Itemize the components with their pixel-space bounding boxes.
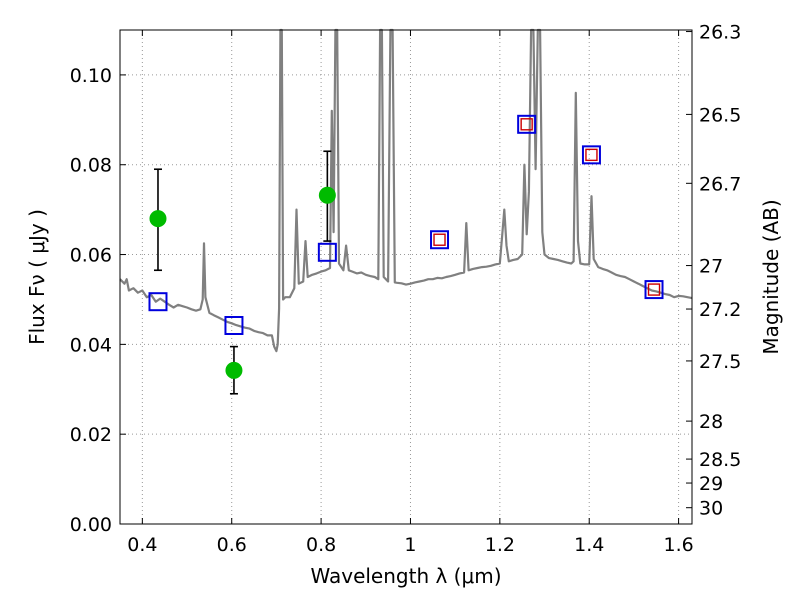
y-tick-label: 0.08 (70, 155, 112, 177)
tick-labels: 0.4 0.6 0.8 1 1.2 1.4 1.6 0.00 0.02 0.04 0.06 0.08 0… (70, 22, 742, 556)
x-axis-title: Wavelength λ (μm) (310, 564, 501, 588)
mag-tick-label: 28 (699, 411, 723, 433)
model-box-inner (647, 283, 661, 296)
data-markers (148, 114, 664, 379)
y-axis-title: Flux Fν ( μJy ) (25, 209, 49, 345)
x-tick-label: 0.8 (306, 534, 336, 556)
mag-tick-label: 26.5 (699, 104, 741, 126)
mag-tick-label: 29 (699, 473, 723, 495)
plot-frame (119, 29, 693, 525)
mag-tick-label: 26.7 (699, 173, 741, 195)
x-tick-label: 0.6 (217, 534, 247, 556)
mag-tick-label: 27.2 (699, 299, 741, 321)
model-box (317, 242, 337, 262)
mag-tick-label: 27 (699, 256, 723, 278)
y-tick-label: 0.10 (70, 65, 112, 87)
model-box (581, 145, 601, 165)
model-box (148, 292, 168, 312)
model-spectrum (119, 28, 693, 353)
observed-point (318, 186, 336, 204)
y2-axis-title: Magnitude (AB) (759, 199, 783, 354)
x-tick-label: 0.4 (127, 534, 157, 556)
model-box (430, 230, 450, 250)
mag-tick-label: 27.5 (699, 351, 741, 373)
y-tick-label: 0.04 (70, 334, 112, 356)
y-tick-label: 0.06 (70, 245, 112, 267)
x-tick-label: 1 (404, 534, 416, 556)
model-box-inner (433, 233, 446, 246)
model-box (644, 280, 664, 300)
y-tick-label: 0.00 (70, 514, 112, 536)
mag-tick-label: 28.5 (699, 449, 741, 471)
observed-point (225, 361, 243, 379)
x-tick-label: 1.6 (663, 534, 693, 556)
model-box-inner (520, 118, 533, 131)
model-box (224, 316, 244, 336)
mag-tick-label: 30 (699, 498, 723, 520)
model-box-inner (585, 148, 598, 162)
mag-tick-label: 26.3 (699, 22, 741, 44)
axis-ticks (120, 30, 692, 525)
x-tick-label: 1.2 (485, 534, 515, 556)
observed-point (149, 210, 167, 228)
model-box (517, 114, 537, 134)
spectrum-line (119, 28, 693, 353)
y-tick-label: 0.02 (70, 424, 112, 446)
x-tick-label: 1.4 (574, 534, 604, 556)
